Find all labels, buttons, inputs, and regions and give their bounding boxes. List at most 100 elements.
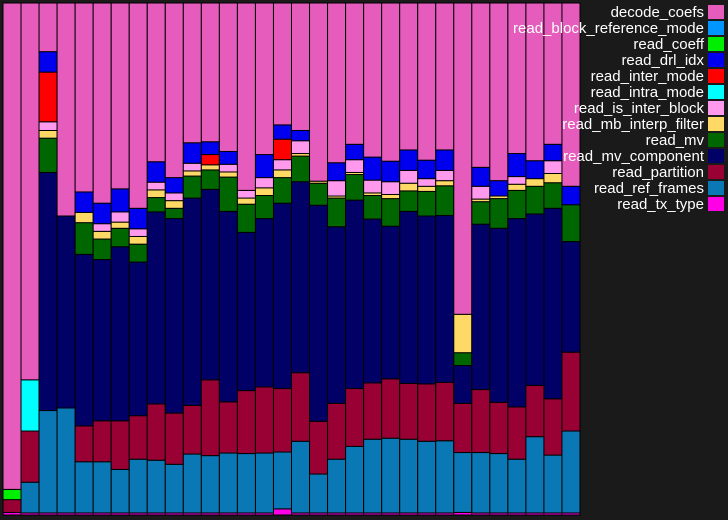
bar-segment-read-mv-component-5 <box>74 253 94 427</box>
bar-segment-read-mv-19 <box>327 197 347 228</box>
bar-segment-read-drl-idx-23 <box>399 149 419 171</box>
legend-swatch-read-ref-frames <box>708 181 724 195</box>
bar-segment-read-mv-30 <box>525 185 545 215</box>
bar-segment-read-is-inter-block-6 <box>92 223 112 232</box>
bar-segment-read-mb-interp-filter-31 <box>543 173 563 184</box>
bar-segment-read-mv-component-30 <box>525 213 545 386</box>
bar-segment-read-ref-frames-21 <box>363 438 383 514</box>
bar-segment-decode-coefs-11 <box>182 2 202 144</box>
bar-segment-read-mv-component-9 <box>146 211 166 405</box>
bar-segment-read-partition-29 <box>507 406 527 460</box>
bar-segment-read-mv-component-7 <box>110 246 130 422</box>
bar-segment-read-drl-idx-20 <box>345 143 365 161</box>
bar-segment-read-drl-idx-9 <box>146 161 166 183</box>
bar-segment-read-mv-component-21 <box>363 218 383 384</box>
bar-segment-read-ref-frames-2 <box>20 481 40 514</box>
bar-segment-read-mv-31 <box>543 182 563 209</box>
bar-segment-read-drl-idx-30 <box>525 160 545 180</box>
legend-label-read-inter-mode: read_inter_mode <box>591 68 704 85</box>
bar-segment-read-mv-14 <box>236 203 256 233</box>
bar-segment-read-mv-component-15 <box>254 218 274 388</box>
bar-segment-read-ref-frames-20 <box>345 445 365 514</box>
bar-segment-read-partition-13 <box>218 401 238 454</box>
bar-segment-decode-coefs-1 <box>2 2 22 490</box>
legend-label-read-block-reference-mode: read_block_reference_mode <box>513 20 704 37</box>
bar-segment-read-drl-idx-12 <box>200 141 220 156</box>
bar-segment-read-mv-component-32 <box>561 241 581 353</box>
bar-segment-read-inter-mode-12 <box>200 154 220 166</box>
bar-segment-read-mb-interp-filter-12 <box>200 164 220 171</box>
legend-label-read-partition: read_partition <box>612 164 704 181</box>
bar-segment-read-drl-idx-28 <box>489 180 509 197</box>
bar-segment-read-mb-interp-filter-14 <box>236 197 256 205</box>
bar-segment-read-mb-interp-filter-10 <box>164 200 184 209</box>
bar-segment-read-partition-32 <box>561 351 581 432</box>
bar-segment-decode-coefs-18 <box>309 2 329 182</box>
bar-segment-read-is-inter-block-20 <box>345 159 365 173</box>
bar-segment-read-ref-frames-17 <box>291 440 311 514</box>
bar-segment-read-mb-interp-filter-29 <box>507 183 527 191</box>
bar-segment-read-mb-interp-filter-30 <box>525 178 545 187</box>
bar-segment-read-is-inter-block-22 <box>381 181 401 195</box>
bar-segment-decode-coefs-5 <box>74 2 94 193</box>
bar-segment-read-drl-idx-8 <box>128 207 148 230</box>
bar-segment-read-drl-idx-3 <box>38 51 58 73</box>
legend-label-read-drl-idx: read_drl_idx <box>621 52 704 69</box>
bar-segment-read-drl-idx-16 <box>272 124 293 140</box>
bar-segment-read-ref-frames-32 <box>561 430 581 514</box>
bar-segment-decode-coefs-2 <box>20 2 40 381</box>
bar-segment-read-ref-frames-15 <box>254 452 274 514</box>
bar-segment-decode-coefs-19 <box>327 2 347 164</box>
bar-segment-read-mv-component-10 <box>164 218 184 414</box>
bar-segment-read-ref-frames-7 <box>110 468 130 514</box>
bar-segment-read-is-inter-block-11 <box>182 162 202 172</box>
bar-segment-read-ref-frames-3 <box>38 410 58 514</box>
bar-segment-read-partition-19 <box>327 402 347 460</box>
bar-segment-read-drl-idx-31 <box>543 143 563 162</box>
bar-segment-read-partition-28 <box>489 401 509 455</box>
bar-segment-decode-coefs-17 <box>291 2 311 131</box>
bar-segment-read-is-inter-block-14 <box>236 189 256 199</box>
bar-segment-read-mv-component-31 <box>543 207 563 400</box>
bar-segment-read-mv-component-22 <box>381 225 401 380</box>
bar-segment-read-drl-idx-24 <box>417 159 437 180</box>
legend-swatch-read-block-reference-mode <box>708 21 724 35</box>
bar-segment-read-partition-23 <box>399 382 419 440</box>
bar-segment-read-ref-frames-8 <box>128 458 148 514</box>
bar-segment-decode-coefs-6 <box>92 2 112 204</box>
legend-swatch-read-mv-component <box>708 149 724 163</box>
bar-segment-read-mb-interp-filter-11 <box>182 170 202 177</box>
bar-segment-read-drl-idx-21 <box>363 156 383 181</box>
bar-segment-read-inter-mode-16 <box>272 138 293 161</box>
bar-segment-read-is-inter-block-17 <box>291 140 311 155</box>
bar-segment-read-mv-component-19 <box>327 226 347 404</box>
bar-segment-read-mv-5 <box>74 222 94 255</box>
bar-segment-read-mb-interp-filter-7 <box>110 221 130 229</box>
bar-segment-read-mv-component-6 <box>92 259 112 422</box>
bar-segment-read-partition-6 <box>92 420 112 463</box>
bar-segment-read-ref-frames-11 <box>182 453 202 514</box>
bar-segment-read-ref-frames-10 <box>164 463 184 514</box>
bar-segment-read-partition-25 <box>435 381 455 442</box>
legend-label-read-ref-frames: read_ref_frames <box>594 180 704 197</box>
bar-segment-read-drl-idx-25 <box>435 149 455 171</box>
bar-segment-read-ref-frames-16 <box>272 451 293 510</box>
bar-segment-read-mv-component-28 <box>489 227 509 403</box>
bar-segment-decode-coefs-10 <box>164 2 184 179</box>
bar-segment-read-is-inter-block-15 <box>254 177 274 189</box>
bar-segment-read-is-inter-block-3 <box>38 121 58 131</box>
bar-segment-read-drl-idx-10 <box>164 177 184 194</box>
bar-segment-read-ref-frames-4 <box>56 407 76 514</box>
bar-segment-read-mv-20 <box>345 174 365 201</box>
bar-segment-read-mv-24 <box>417 190 437 217</box>
legend-label-read-coeff: read_coeff <box>633 36 704 53</box>
bar-segment-read-mb-interp-filter-15 <box>254 187 274 197</box>
legend-swatch-read-drl-idx <box>708 53 724 67</box>
bar-segment-decode-coefs-27 <box>471 2 491 168</box>
bar-segment-read-mv-10 <box>164 207 184 220</box>
bar-segment-decode-coefs-16 <box>272 2 293 126</box>
legend-label-read-mv: read_mv <box>646 132 705 149</box>
bar-segment-read-drl-idx-32 <box>561 185 581 206</box>
bar-segment-read-ref-frames-27 <box>471 452 491 514</box>
bar-segment-read-partition-22 <box>381 378 401 439</box>
